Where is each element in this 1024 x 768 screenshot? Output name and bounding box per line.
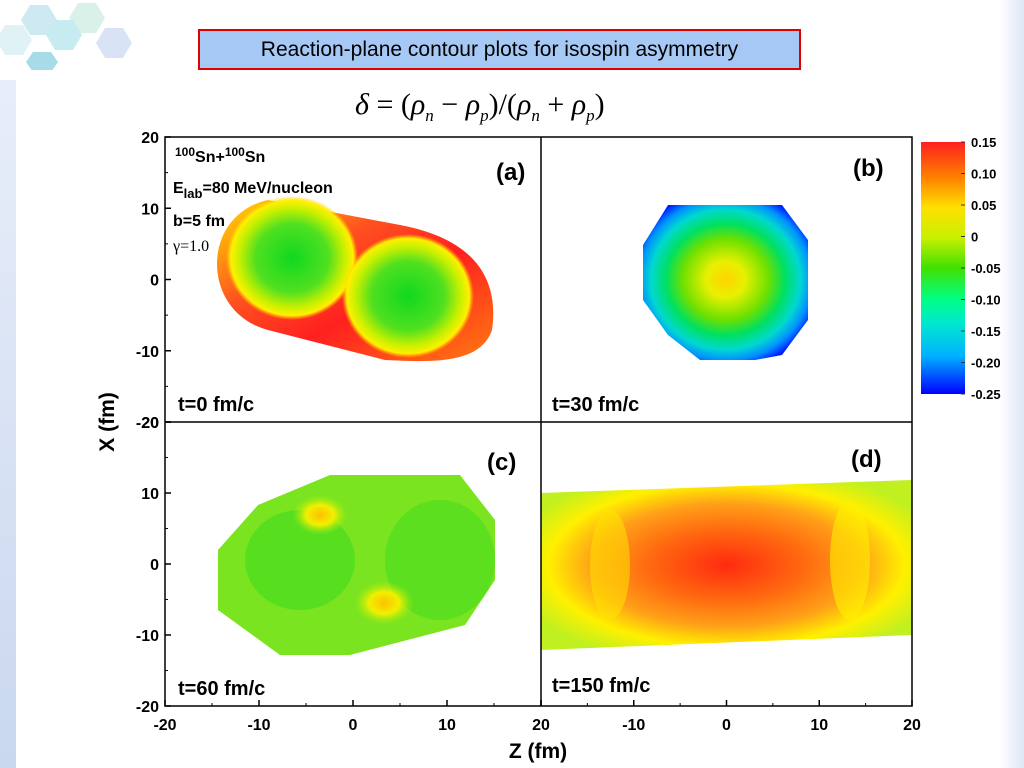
y-tick-label: 10 (141, 201, 159, 218)
y-tick-label: 10 (141, 486, 159, 503)
reaction-info: 100Sn+100Sn (175, 145, 265, 166)
panel-a-contour (217, 196, 494, 362)
x-tick-label: 20 (532, 717, 550, 734)
colorbar-tick-label: 0 (971, 230, 978, 245)
mass-number: 100 (225, 145, 245, 159)
formula-rho: ρ (571, 88, 587, 121)
formula-text: = ( (368, 88, 411, 121)
x-tick-label: 0 (722, 717, 731, 734)
x-tick-label: -20 (153, 717, 176, 734)
colorbar-tick-label: -0.15 (971, 324, 1001, 339)
panel-c-time: t=60 fm/c (178, 678, 265, 700)
energy-info: Elab=80 MeV/nucleon (173, 180, 333, 201)
tick-labels: -20 -10 0 10 20 -10 0 10 2020100-10-2020100-10-2… (136, 130, 921, 734)
panel-b-region (643, 205, 808, 360)
x-axis-title: Z (fm) (509, 740, 567, 763)
panel-d-time: t=150 fm/c (552, 675, 650, 697)
panel-d-shade (830, 500, 870, 620)
x-tick-label: -10 (622, 717, 645, 734)
formula-text: − (433, 88, 466, 121)
panel-c-hotspot-lower (354, 581, 414, 625)
panel-d-region (541, 480, 912, 650)
panel-a-time: t=0 fm/c (178, 394, 254, 416)
formula-rho: ρ (516, 88, 532, 121)
asymmetry-formula: δ = (ρn − ρp)/(ρn + ρp) (355, 88, 605, 126)
formula-rho: ρ (465, 88, 481, 121)
hexagon-shape (26, 52, 58, 70)
panel-d-tag: (d) (851, 446, 882, 473)
mass-number: 100 (175, 145, 195, 159)
formula-sub: n (425, 106, 434, 125)
formula-text: )/( (488, 88, 517, 121)
hexagon-shape (96, 28, 132, 58)
panel-c-tag: (c) (487, 449, 516, 476)
panel-a-tag: (a) (496, 159, 525, 186)
gamma-value: γ=1.0 (172, 238, 209, 255)
colorbar (921, 142, 965, 394)
x-tick-label: 0 (349, 717, 358, 734)
colorbar-tick-label: -0.05 (971, 261, 1001, 276)
x-tick-label: 20 (903, 717, 921, 734)
colorbar-tick-label: 0.10 (971, 167, 996, 182)
y-tick-label: -10 (136, 628, 159, 645)
impact-parameter: b=5 fm (173, 213, 225, 230)
x-tick-label: -10 (247, 717, 270, 734)
y-tick-label: 0 (150, 557, 159, 574)
hexagon-shape (46, 20, 82, 50)
colorbar-tick-label: -0.10 (971, 293, 1001, 308)
panel-c-hotspot-upper (292, 495, 348, 535)
formula-sub: p (480, 106, 489, 125)
panel-a-nucleus-right (342, 234, 474, 358)
panel-d-contour (541, 480, 912, 650)
colorbar-ticks: 0.15 0.10 0.05 0 -0.05 -0.10 -0.15 -0.20 -0.25 (961, 135, 1001, 402)
y-tick-label: 20 (141, 415, 159, 432)
energy-symbol: E (173, 180, 184, 197)
formula-sub: p (586, 106, 595, 125)
y-tick-label: -20 (136, 415, 159, 432)
hexagon-decoration (0, 3, 132, 70)
panel-b-time: t=30 fm/c (552, 394, 639, 416)
y-tick-label: -10 (136, 344, 159, 361)
colorbar-tick-label: -0.20 (971, 356, 1001, 371)
y-tick-label: 0 (150, 273, 159, 290)
slide-left-bar (0, 80, 16, 768)
colorbar-tick-label: -0.25 (971, 387, 1001, 402)
energy-value: =80 MeV/nucleon (202, 180, 332, 197)
x-tick-label: 10 (810, 717, 828, 734)
colorbar-tick-label: 0.15 (971, 135, 996, 150)
projectile-label: Sn+ (195, 149, 225, 166)
y-tick-label: -20 (136, 699, 159, 716)
formula-rho: ρ (410, 88, 426, 121)
formula-sub: n (531, 106, 540, 125)
x-tick-label: 10 (438, 717, 456, 734)
panel-d-shade (590, 510, 630, 620)
colorbar-tick-label: 0.05 (971, 198, 996, 213)
panel-c-shade (385, 500, 495, 620)
panel-c-shade (245, 510, 355, 610)
hexagon-shape (0, 25, 32, 55)
formula-delta: δ (355, 88, 369, 121)
slide-title: Reaction-plane contour plots for isospin… (198, 29, 801, 70)
hexagon-shape (69, 3, 105, 33)
axis-ticks (164, 136, 913, 707)
formula-text: ) (594, 88, 605, 121)
panel-a-nucleus-left (226, 196, 358, 320)
y-axis-title: X (fm) (96, 392, 119, 452)
target-label: Sn (245, 149, 265, 166)
formula-text: + (539, 88, 572, 121)
energy-sub: lab (184, 186, 203, 201)
panel-b-tag: (b) (853, 155, 884, 182)
y-tick-label: 20 (141, 130, 159, 147)
panel-c-contour (218, 475, 495, 655)
hexagon-shape (21, 5, 57, 35)
